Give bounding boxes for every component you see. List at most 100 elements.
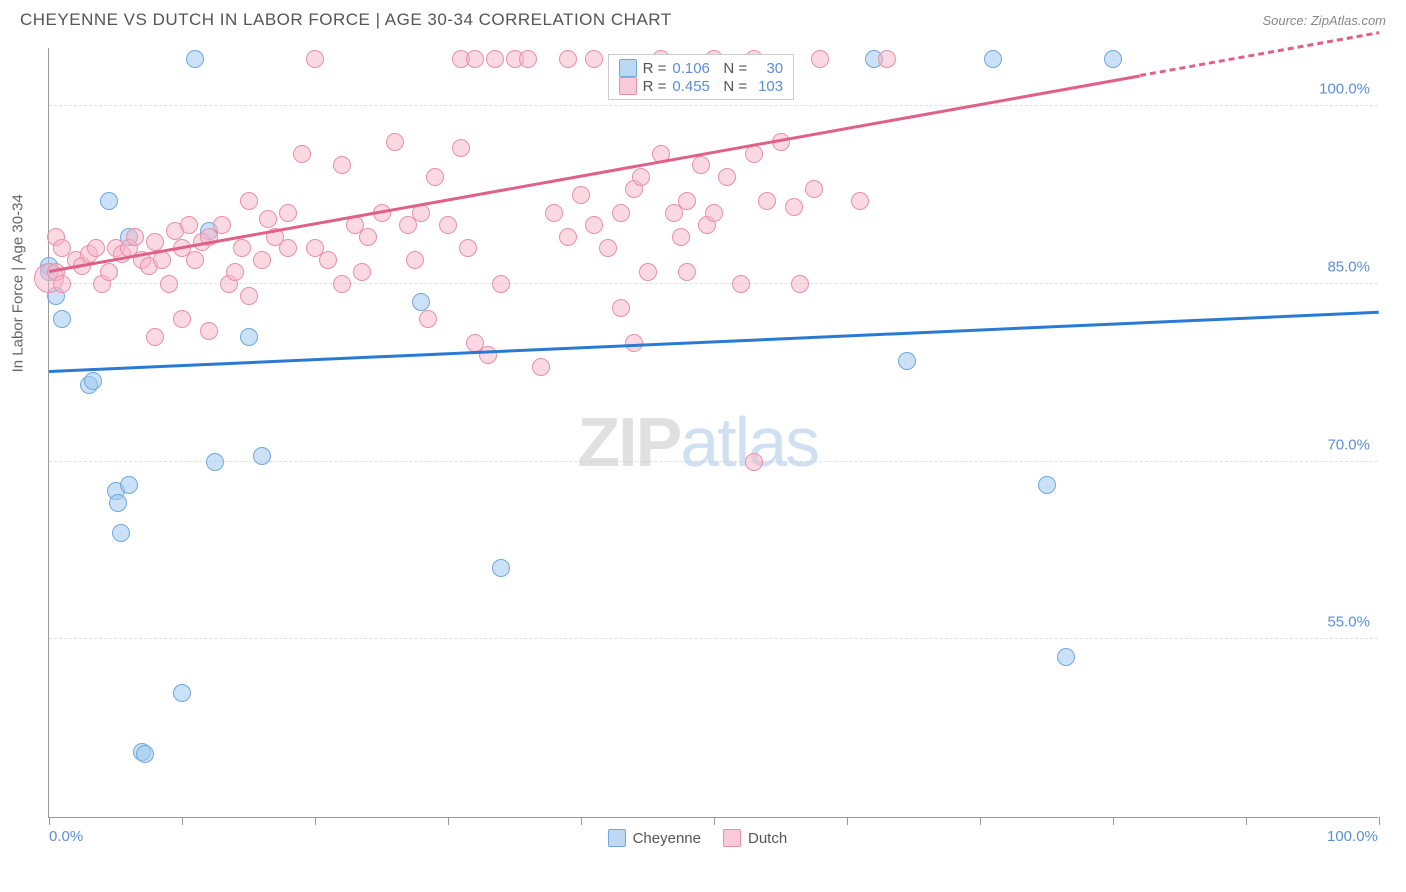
y-tick-label: 70.0%: [1327, 436, 1370, 453]
scatter-point: [293, 145, 311, 163]
scatter-point: [87, 239, 105, 257]
scatter-point: [612, 299, 630, 317]
scatter-point: [173, 310, 191, 328]
scatter-point: [259, 210, 277, 228]
scatter-point: [639, 263, 657, 281]
scatter-point: [186, 50, 204, 68]
x-tick: [714, 817, 715, 825]
y-tick-label: 85.0%: [1327, 258, 1370, 275]
scatter-point: [306, 50, 324, 68]
x-tick: [980, 817, 981, 825]
scatter-point: [109, 494, 127, 512]
scatter-point: [146, 328, 164, 346]
legend-item: Cheyenne: [608, 829, 701, 847]
gridline: [49, 283, 1378, 284]
scatter-point: [279, 204, 297, 222]
r-label: R =: [643, 60, 667, 77]
scatter-point: [791, 275, 809, 293]
scatter-point: [233, 239, 251, 257]
scatter-point: [1104, 50, 1122, 68]
scatter-point: [572, 186, 590, 204]
scatter-point: [486, 50, 504, 68]
scatter-point: [559, 50, 577, 68]
x-tick: [448, 817, 449, 825]
y-tick-label: 100.0%: [1319, 81, 1370, 98]
scatter-point: [406, 251, 424, 269]
scatter-point: [519, 50, 537, 68]
scatter-point: [632, 168, 650, 186]
scatter-point: [319, 251, 337, 269]
n-value: 30: [753, 60, 783, 77]
scatter-point: [811, 50, 829, 68]
legend-swatch: [608, 829, 626, 847]
scatter-point: [253, 447, 271, 465]
scatter-point: [758, 192, 776, 210]
chart-container: In Labor Force | Age 30-34 55.0% 70.0% 85.…: [0, 38, 1406, 868]
scatter-point: [100, 192, 118, 210]
n-label: N =: [723, 60, 747, 77]
scatter-point: [599, 239, 617, 257]
scatter-point: [785, 198, 803, 216]
scatter-point: [984, 50, 1002, 68]
scatter-point: [353, 263, 371, 281]
x-tick: [581, 817, 582, 825]
scatter-point: [532, 358, 550, 376]
trend-line-dashed: [1139, 31, 1379, 76]
scatter-point: [1038, 476, 1056, 494]
trend-line: [49, 74, 1140, 272]
scatter-point: [359, 228, 377, 246]
scatter-point: [452, 139, 470, 157]
scatter-point: [100, 263, 118, 281]
chart-title: CHEYENNE VS DUTCH IN LABOR FORCE | AGE 3…: [20, 10, 672, 30]
watermark: ZIPatlas: [577, 402, 818, 482]
scatter-point: [466, 50, 484, 68]
scatter-point: [412, 293, 430, 311]
n-label: N =: [723, 78, 747, 95]
r-value: 0.106: [672, 60, 717, 77]
scatter-point: [1057, 648, 1075, 666]
scatter-point: [53, 310, 71, 328]
scatter-point: [240, 287, 258, 305]
scatter-point: [419, 310, 437, 328]
scatter-point: [333, 156, 351, 174]
x-tick-label: 0.0%: [49, 828, 83, 845]
scatter-point: [545, 204, 563, 222]
plot-area: 55.0%70.0%85.0%100.0%0.0%100.0%ZIPatlasR…: [48, 48, 1378, 818]
x-tick: [315, 817, 316, 825]
scatter-point: [84, 372, 102, 390]
scatter-point: [678, 263, 696, 281]
scatter-point: [136, 745, 154, 763]
scatter-point: [612, 204, 630, 222]
scatter-point: [585, 216, 603, 234]
x-tick: [49, 817, 50, 825]
scatter-point: [240, 192, 258, 210]
scatter-point: [126, 228, 144, 246]
n-value: 103: [753, 78, 783, 95]
scatter-point: [426, 168, 444, 186]
x-tick: [182, 817, 183, 825]
legend-item: Dutch: [723, 829, 787, 847]
r-label: R =: [643, 78, 667, 95]
correlation-legend: R = 0.106 N = 30 R = 0.455 N = 103: [608, 54, 795, 100]
scatter-point: [386, 133, 404, 151]
r-value: 0.455: [672, 78, 717, 95]
scatter-point: [53, 275, 71, 293]
scatter-point: [718, 168, 736, 186]
scatter-point: [206, 453, 224, 471]
gridline: [49, 461, 1378, 462]
y-tick-label: 55.0%: [1327, 614, 1370, 631]
scatter-point: [878, 50, 896, 68]
series-legend: Cheyenne Dutch: [608, 829, 788, 847]
scatter-point: [226, 263, 244, 281]
source-citation: Source: ZipAtlas.com: [1262, 13, 1386, 28]
scatter-point: [705, 204, 723, 222]
legend-row: R = 0.106 N = 30: [619, 59, 784, 77]
y-axis-title: In Labor Force | Age 30-34: [10, 194, 27, 372]
scatter-point: [153, 251, 171, 269]
legend-swatch: [619, 77, 637, 95]
scatter-point: [678, 192, 696, 210]
scatter-point: [492, 275, 510, 293]
scatter-point: [213, 216, 231, 234]
scatter-point: [439, 216, 457, 234]
scatter-point: [173, 684, 191, 702]
